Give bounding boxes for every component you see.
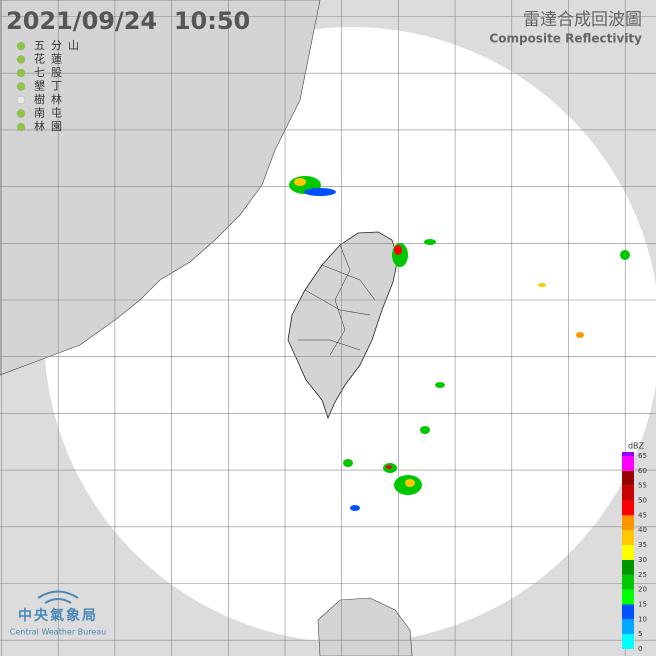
mainland: [0, 0, 321, 376]
legend-tick-label: 0: [638, 645, 642, 653]
legend-swatch: [622, 530, 634, 546]
taiwan: [287, 231, 399, 420]
legend-tick-label: 25: [638, 571, 647, 579]
station-name: 樹林: [34, 92, 68, 106]
legend-swatch: [622, 589, 634, 605]
legend-swatch: [622, 574, 634, 590]
legend-swatch: [622, 485, 634, 501]
echoes: [289, 176, 630, 511]
legend-tick-label: 30: [638, 556, 647, 564]
legend-tick-label: 45: [638, 511, 647, 519]
title: 雷達合成回波圖: [523, 10, 642, 30]
legend-swatch: [622, 545, 634, 560]
station-name: 五分山: [34, 39, 85, 52]
station-name: 林園: [34, 119, 68, 133]
legend-tick-label: 5: [638, 630, 642, 638]
legend-swatch: [622, 452, 634, 456]
legend-tick-label: 60: [638, 467, 647, 475]
station-dot: [16, 122, 26, 132]
logo-name: 中央氣象局: [18, 607, 98, 624]
legend-swatch: [622, 500, 634, 516]
legend-swatch: [622, 515, 634, 531]
legend-swatch: [622, 559, 634, 575]
legend-tick-label: 20: [638, 586, 647, 594]
station-name: 花蓮: [34, 52, 68, 66]
station-dot: [16, 82, 26, 91]
legend-tick-label: 10: [638, 615, 647, 623]
station-dot: [16, 95, 26, 105]
legend-swatch: [622, 619, 634, 635]
color-legend: dBZ 0 5 10 15 20 25 30 35 40 45 50 55 60 65: [622, 442, 647, 653]
station-name: 七股: [34, 66, 68, 79]
legend-tick-label: 50: [638, 497, 647, 505]
legend-tick-label: 15: [638, 600, 647, 608]
logo-icon: [37, 590, 79, 604]
subtitle: Composite Reflectivity: [489, 32, 642, 46]
legend-unit: dBZ: [628, 442, 645, 451]
station-name: 南屯: [34, 107, 68, 120]
station-dot: [16, 55, 26, 64]
station-dot: [16, 109, 26, 118]
legend-tick-label: 35: [638, 541, 647, 549]
legend-swatch: [622, 456, 634, 471]
station-dot: [16, 68, 26, 78]
logo-english: Central Weather Bureau: [10, 628, 106, 637]
legend-swatch: [622, 604, 634, 620]
legend-tick-label: 40: [638, 526, 647, 534]
legend-swatch: [622, 634, 634, 649]
legend-swatch: [622, 470, 634, 486]
station-name: 墾丁: [34, 80, 68, 93]
legend-tick-label: 55: [638, 482, 647, 490]
legend-tick-label: 65: [638, 452, 647, 460]
timestamp: 2021/09/24 10:50: [6, 7, 250, 35]
station-dot: [16, 41, 26, 51]
